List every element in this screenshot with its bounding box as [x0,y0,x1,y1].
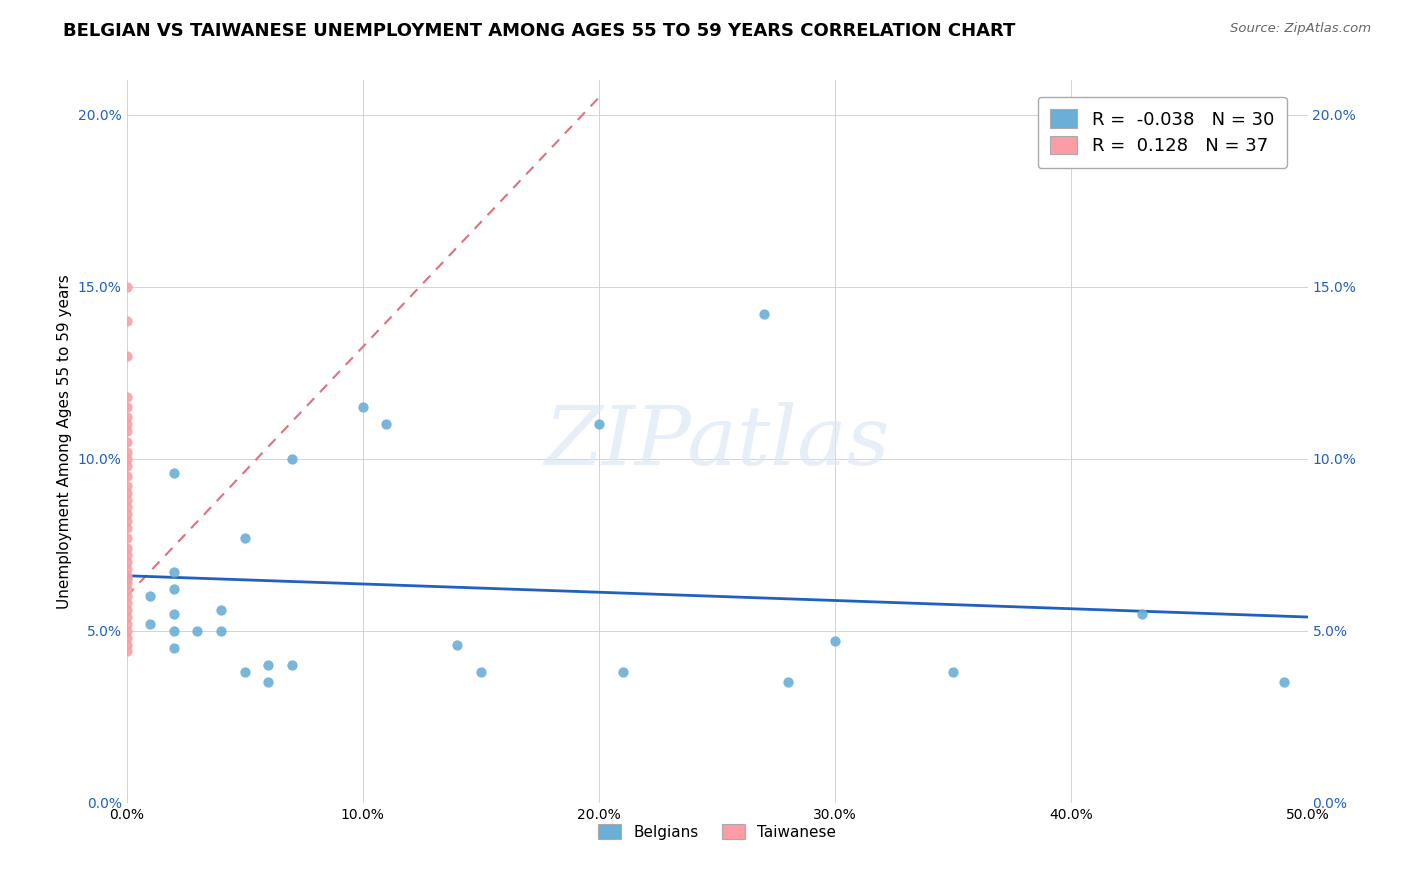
Point [115,451,138,466]
Point [115,458,138,473]
Point [115,555,138,569]
Point [115,562,138,576]
Point [186,624,208,638]
Point [115,493,138,508]
Point [163,566,186,580]
Text: ZIPatlas: ZIPatlas [544,401,890,482]
Point [163,466,186,480]
Point [281,451,304,466]
Point [139,616,162,631]
Point [824,634,846,648]
Point [233,665,256,679]
Point [776,675,799,690]
Point [115,500,138,514]
Point [163,582,186,597]
Point [942,665,965,679]
Point [115,616,138,631]
Point [115,314,138,328]
Point [446,638,468,652]
Point [115,575,138,590]
Point [257,675,280,690]
Point [115,531,138,545]
Point [115,582,138,597]
Point [115,349,138,363]
Point [115,520,138,534]
Text: BELGIAN VS TAIWANESE UNEMPLOYMENT AMONG AGES 55 TO 59 YEARS CORRELATION CHART: BELGIAN VS TAIWANESE UNEMPLOYMENT AMONG … [63,22,1015,40]
Point [115,410,138,425]
Point [115,434,138,449]
Point [115,590,138,604]
Point [115,279,138,293]
Point [588,417,610,432]
Legend: Belgians, Taiwanese: Belgians, Taiwanese [592,818,842,846]
Point [115,507,138,521]
Point [1130,607,1153,621]
Point [115,548,138,562]
Point [115,541,138,556]
Point [115,638,138,652]
Point [115,603,138,617]
Y-axis label: Unemployment Among Ages 55 to 59 years: Unemployment Among Ages 55 to 59 years [58,274,72,609]
Point [139,590,162,604]
Point [209,603,232,617]
Point [115,486,138,500]
Point [115,445,138,459]
Point [1272,675,1295,690]
Point [470,665,492,679]
Point [115,514,138,528]
Point [115,631,138,645]
Text: Source: ZipAtlas.com: Source: ZipAtlas.com [1230,22,1371,36]
Point [115,479,138,493]
Point [115,624,138,638]
Point [115,572,138,586]
Point [163,624,186,638]
Point [115,390,138,404]
Point [115,424,138,438]
Point [257,658,280,673]
Point [209,624,232,638]
Point [754,307,776,321]
Point [115,400,138,414]
Point [115,644,138,658]
Point [115,568,138,582]
Point [115,596,138,610]
Point [612,665,634,679]
Point [233,531,256,545]
Point [115,469,138,483]
Point [281,658,304,673]
Point [163,607,186,621]
Point [163,640,186,655]
Point [352,400,374,414]
Point [375,417,398,432]
Point [115,610,138,624]
Point [115,417,138,432]
